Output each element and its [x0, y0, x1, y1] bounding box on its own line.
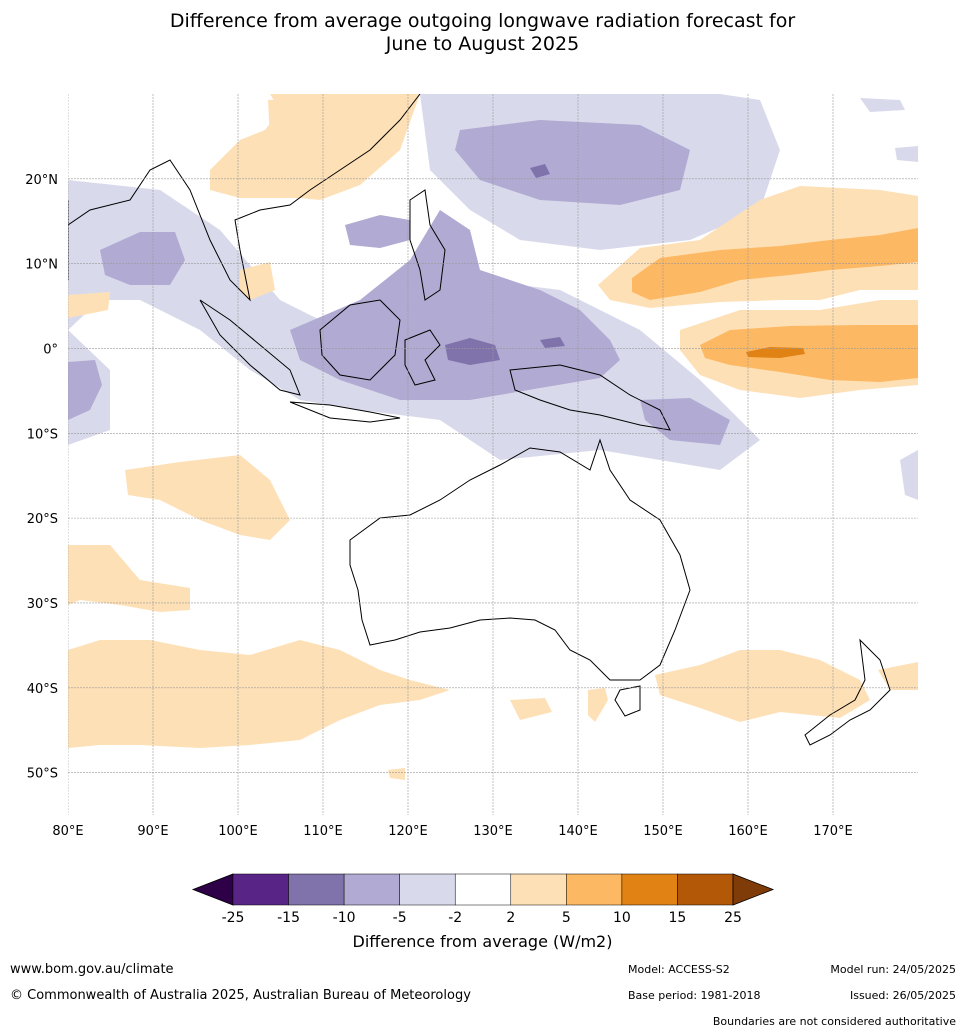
lon-tick-label: 140°E	[558, 824, 598, 839]
lon-tick-label: 130°E	[473, 824, 513, 839]
issued-date: Issued: 26/05/2025	[849, 989, 956, 1002]
lon-tick-label: 110°E	[303, 824, 343, 839]
bom-url[interactable]: www.bom.gov.au/climate	[10, 962, 174, 977]
model-name: Model: ACCESS-S2	[628, 963, 730, 976]
lat-tick-label: 10°N	[25, 258, 58, 273]
model-run-date: Model run: 24/05/2025	[830, 963, 956, 976]
new-guinea-coastline	[509, 364, 671, 431]
lat-tick-label: 20°N	[25, 173, 58, 188]
latitude-ticks: 20°N 10°N 0° 10°S 20°S 30°S 40°S 50°S	[25, 173, 58, 782]
colorbar-tick-label: -25	[222, 910, 245, 926]
lat-tick-label: 40°S	[27, 682, 58, 697]
lat-tick-label: 10°S	[27, 427, 58, 442]
colorbar-labels: -25 -15 -10 -5 -2 2 5 10 15 25	[222, 910, 742, 926]
colorbar-extend-min	[191, 873, 234, 906]
australia-coastline	[349, 438, 691, 681]
new-zealand-coastline	[804, 638, 891, 746]
colorbar-segment	[677, 873, 734, 906]
lon-tick-label: 90°E	[137, 824, 168, 839]
colorbar-tick-label: 25	[724, 910, 742, 926]
lat-tick-label: 20°S	[27, 512, 58, 527]
colorbar-segment	[232, 873, 289, 906]
boundaries-disclaimer: Boundaries are not considered authoritat…	[712, 1015, 956, 1028]
lon-tick-label: 150°E	[643, 824, 683, 839]
philippines-coastline	[409, 189, 446, 301]
colorbar-segment	[343, 873, 400, 906]
colorbar-segment	[399, 873, 456, 906]
title-line-1: Difference from average outgoing longwav…	[169, 10, 796, 32]
gridlines	[68, 94, 918, 815]
colorbar-title: Difference from average (W/m2)	[352, 932, 613, 951]
colorbar-segment	[510, 873, 567, 906]
lon-tick-label: 120°E	[388, 824, 428, 839]
tasmania-coastline	[614, 685, 641, 717]
lon-tick-label: 170°E	[813, 824, 853, 839]
colorbar-tick-label: -5	[393, 910, 407, 926]
colorbar-segment	[454, 873, 512, 906]
sumatra-coastline	[199, 299, 301, 396]
lon-tick-label: 100°E	[218, 824, 258, 839]
title-line-2: June to August 2025	[385, 33, 580, 55]
coastlines	[68, 94, 891, 746]
asia-coastline	[68, 94, 421, 302]
colorbar-tick-label: -10	[333, 910, 356, 926]
colorbar-segment	[566, 873, 623, 906]
sulawesi-coastline	[404, 329, 441, 386]
colorbar-tick-label: -15	[277, 910, 300, 926]
colorbar-tick-label: 2	[506, 910, 515, 926]
colorbar-tick-label: -2	[448, 910, 462, 926]
lat-tick-label: 0°	[43, 342, 58, 357]
colorbar-tick-label: 5	[562, 910, 571, 926]
lon-tick-label: 80°E	[52, 824, 83, 839]
chart-title: Difference from average outgoing longwav…	[0, 10, 965, 56]
anomaly-band-minus-5	[68, 120, 730, 445]
map-field	[68, 94, 918, 815]
colorbar-extend-max	[732, 873, 775, 906]
borneo-coastline	[319, 299, 401, 381]
base-period: Base period: 1981-2018	[628, 989, 761, 1002]
copyright-notice: © Commonwealth of Australia 2025, Austra…	[10, 988, 471, 1003]
colorbar-segment	[288, 873, 345, 906]
lon-tick-label: 160°E	[728, 824, 768, 839]
anomaly-band-plus-5	[632, 228, 918, 382]
longitude-ticks: 80°E 90°E 100°E 110°E 120°E 130°E 140°E 150°E 16…	[52, 824, 852, 839]
anomaly-band-minus-10	[445, 164, 565, 365]
colorbar-tick-label: 15	[669, 910, 687, 926]
java-coastline	[289, 401, 401, 423]
colorbar-segment	[621, 873, 678, 906]
lat-tick-label: 30°S	[27, 597, 58, 612]
lat-tick-label: 50°S	[27, 767, 58, 782]
anomaly-band-plus-10	[746, 347, 805, 358]
colorbar-tick-label: 10	[613, 910, 631, 926]
colorbar	[191, 873, 775, 906]
